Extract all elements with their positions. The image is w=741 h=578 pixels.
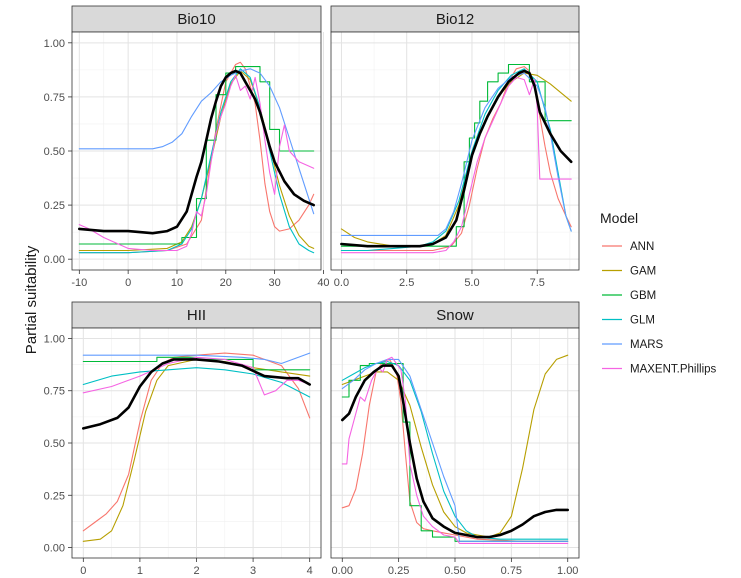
series-line-ensemble-bio10 — [78, 69, 315, 235]
y-tick-label-bio10-4: 1.00 — [44, 38, 65, 50]
x-tick-label-bio10-2: 10 — [171, 277, 183, 289]
series-line-ann-snow — [341, 358, 569, 542]
strip-label-snow: Snow — [436, 307, 474, 324]
x-tick-label-bio12-2: 5.0 — [464, 277, 479, 289]
series-group-hii — [82, 352, 311, 542]
y-tick-label-hii-0: 0.00 — [44, 543, 65, 555]
series-group-snow — [341, 354, 569, 544]
series-line-gam-snow — [341, 354, 569, 538]
strip-snow — [330, 301, 580, 329]
x-tick-label-hii-0: 0 — [80, 565, 86, 577]
x-tick-label-bio10-0: -10 — [71, 277, 87, 289]
strip-label-bio10: Bio10 — [177, 11, 215, 28]
panel-hii: HII 0.00 0.25 0.50 0.75 1.00 0 1 2 3 4 — [44, 301, 322, 577]
legend-title: Model — [600, 210, 638, 226]
gridlines-bio12 — [331, 32, 579, 270]
strip-bio10 — [71, 5, 322, 33]
x-tick-label-bio12-0: 0.0 — [334, 277, 349, 289]
series-line-maxent-phillips-snow — [341, 356, 569, 544]
x-tick-label-bio10-1: 0 — [125, 277, 131, 289]
series-line-ensemble-snow — [341, 364, 569, 539]
legend-label-gbm: GBM — [630, 290, 656, 302]
x-tick-label-snow-1: 0.25 — [388, 565, 409, 577]
x-tick-label-bio12-1: 2.5 — [399, 277, 414, 289]
y-tick-label-hii-4: 1.00 — [44, 333, 65, 345]
x-tick-label-snow-2: 0.50 — [444, 565, 465, 577]
y-tick-label-bio10-2: 0.50 — [44, 146, 65, 158]
strip-bio12 — [330, 5, 580, 33]
legend-label-maxent-phillips: MAXENT.Phillips — [630, 364, 717, 376]
legend-label-gam: GAM — [630, 266, 656, 278]
legend-label-ann: ANN — [630, 241, 654, 253]
y-tick-label-hii-1: 0.25 — [44, 490, 65, 502]
series-group-bio12 — [340, 63, 573, 254]
y-axis-title: Partial suitability — [23, 245, 40, 354]
x-tick-label-hii-4: 4 — [307, 565, 313, 577]
legend-item-gam: GAM — [602, 266, 656, 278]
legend-label-glm: GLM — [630, 315, 655, 327]
series-line-ensemble-bio12 — [340, 69, 573, 248]
legend-label-mars: MARS — [630, 339, 664, 351]
series-line-glm-hii — [82, 367, 311, 398]
x-tick-label-bio10-5: 40 — [317, 277, 329, 289]
x-tick-label-snow-3: 0.75 — [501, 565, 522, 577]
strip-label-bio12: Bio12 — [436, 11, 474, 28]
x-tick-label-hii-2: 2 — [193, 565, 199, 577]
x-tick-label-snow-0: 0.00 — [332, 565, 353, 577]
y-tick-label-hii-2: 0.50 — [44, 438, 65, 450]
series-line-ann-bio12 — [340, 66, 572, 252]
legend-item-maxent-phillips: MAXENT.Phillips — [602, 364, 717, 376]
series-line-gbm-bio10 — [78, 66, 315, 245]
legend: Model ANN GAM GBM GLM MARS MAXENT.Phillips — [600, 210, 717, 376]
x-tick-label-hii-1: 1 — [137, 565, 143, 577]
strip-label-hii: HII — [187, 307, 206, 324]
panel-bio10: Bio10 0.00 0.25 0.50 0.75 1.00 -10 0 10 20 30 40 — [44, 5, 330, 289]
legend-item-ann: ANN — [602, 241, 654, 253]
x-tick-label-bio12-3: 7.5 — [530, 277, 545, 289]
x-tick-label-bio10-3: 20 — [220, 277, 232, 289]
series-line-mars-hii — [82, 352, 311, 365]
x-tick-label-bio10-4: 30 — [268, 277, 280, 289]
series-line-ensemble-hii — [82, 358, 311, 430]
legend-item-mars: MARS — [602, 339, 664, 351]
legend-item-glm: GLM — [602, 315, 655, 327]
panel-border-bio12 — [330, 31, 580, 271]
y-tick-label-bio10-3: 0.75 — [44, 92, 65, 104]
panel-snow: Snow 0.00 0.25 0.50 0.75 1.00 — [330, 301, 580, 577]
y-tick-label-hii-3: 0.75 — [44, 386, 65, 398]
series-line-gam-bio10 — [78, 70, 315, 252]
series-line-mars-snow — [341, 358, 569, 542]
x-tick-label-snow-4: 1.00 — [557, 565, 578, 577]
y-tick-label-bio10-0: 0.00 — [44, 254, 65, 266]
y-axis-title-group: Partial suitability — [23, 245, 40, 354]
series-group-bio10 — [78, 61, 315, 254]
x-tick-label-hii-3: 3 — [250, 565, 256, 577]
panel-bio12: Bio12 0.0 2.5 5.0 7.5 — [330, 5, 580, 289]
series-line-maxent-phillips-hii — [82, 356, 311, 396]
series-line-maxent-phillips-bio10 — [78, 74, 315, 252]
y-tick-label-bio10-1: 0.25 — [44, 200, 65, 212]
legend-item-gbm: GBM — [602, 290, 656, 302]
